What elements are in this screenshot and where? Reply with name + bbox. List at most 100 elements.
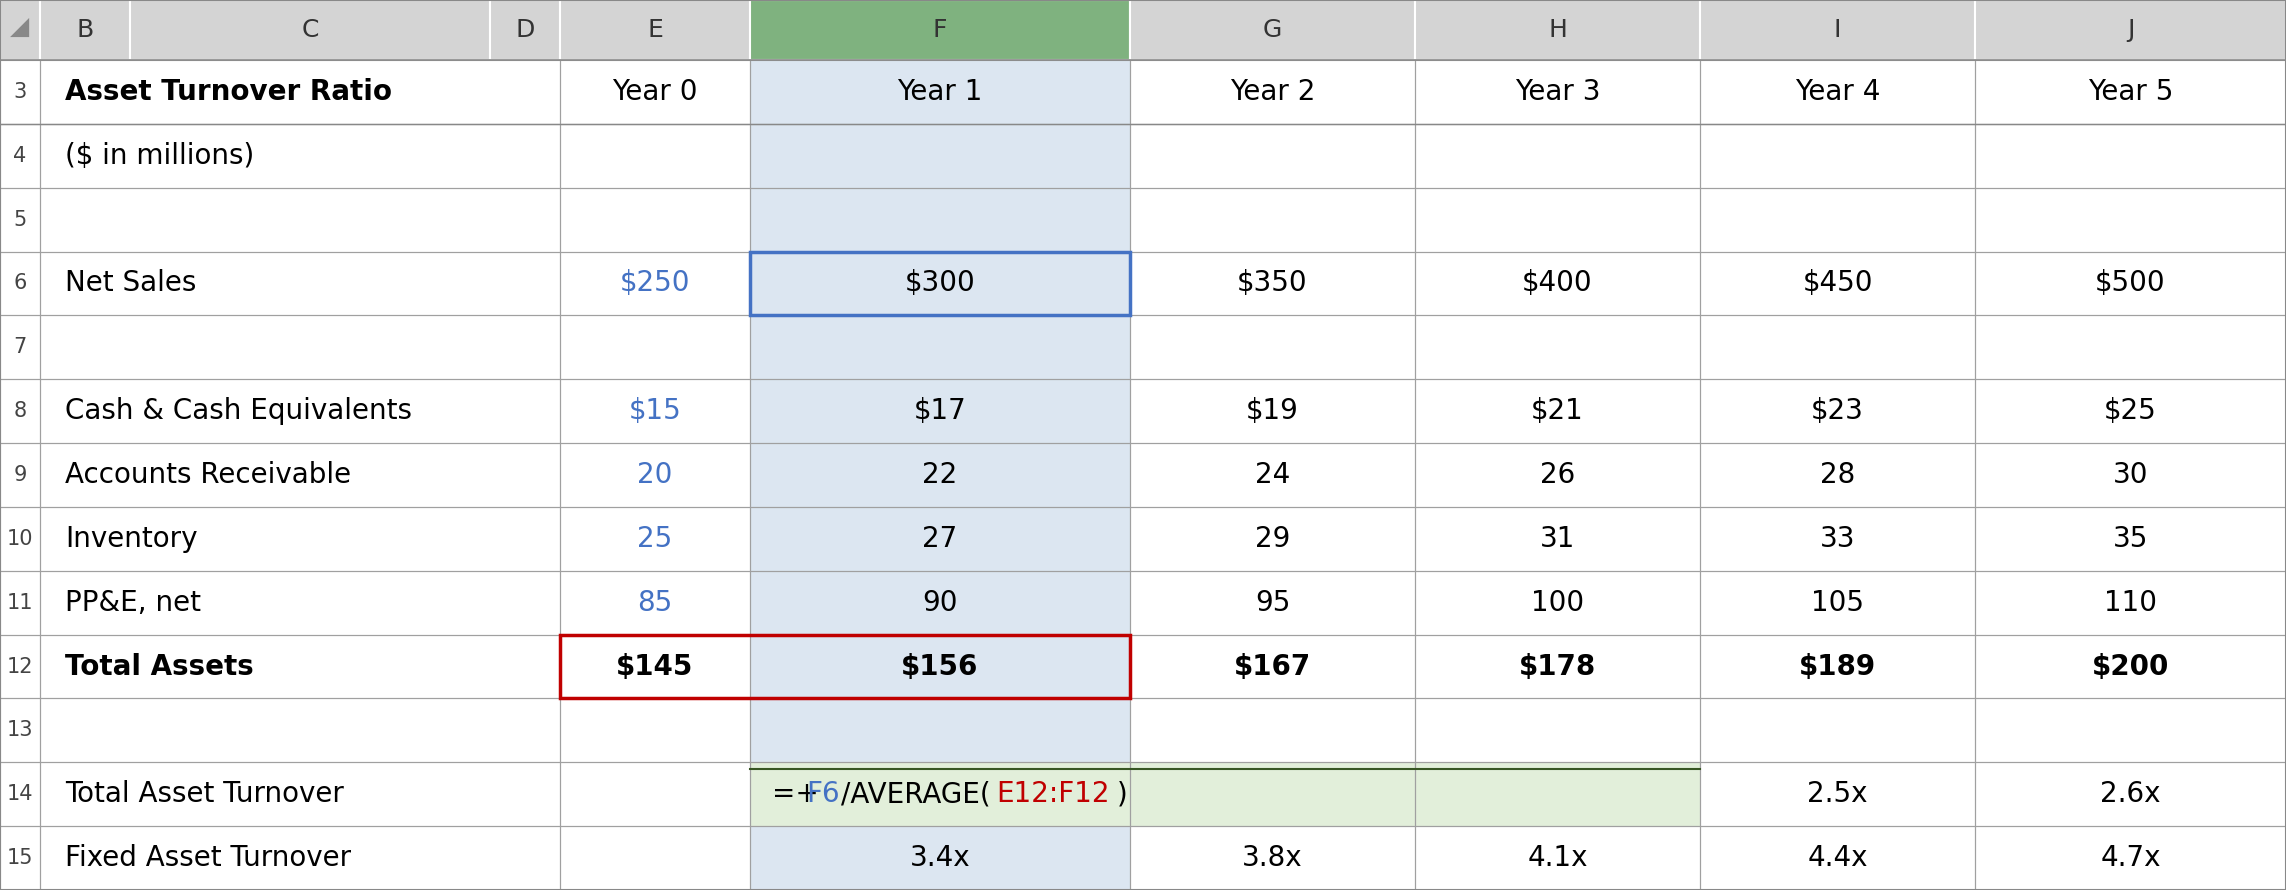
Bar — [1415, 826, 1701, 890]
Text: $15: $15 — [629, 397, 681, 425]
Text: ): ) — [1116, 781, 1127, 808]
Bar — [1415, 188, 1701, 252]
Bar — [750, 443, 1129, 507]
Bar — [1129, 0, 1415, 60]
Bar — [750, 699, 1129, 763]
Text: 6: 6 — [14, 273, 27, 294]
Bar — [39, 124, 560, 188]
Text: 26: 26 — [1541, 461, 1575, 489]
Bar — [1415, 763, 1701, 826]
Bar — [1701, 252, 1975, 315]
Bar — [560, 826, 750, 890]
Text: 20: 20 — [638, 461, 672, 489]
Bar — [560, 443, 750, 507]
Text: $189: $189 — [1799, 652, 1877, 681]
Text: 95: 95 — [1255, 588, 1289, 617]
Text: Year 4: Year 4 — [1795, 78, 1879, 106]
Bar — [0, 826, 39, 890]
Bar — [560, 188, 750, 252]
Text: 4.1x: 4.1x — [1527, 844, 1589, 872]
Text: D: D — [514, 18, 535, 42]
Text: $450: $450 — [1801, 270, 1872, 297]
Bar — [1415, 0, 1701, 60]
Bar — [1701, 124, 1975, 188]
Text: 14: 14 — [7, 784, 34, 805]
Bar — [1129, 315, 1415, 379]
Bar — [39, 60, 560, 124]
Text: $200: $200 — [2092, 652, 2169, 681]
Bar — [1129, 60, 1415, 124]
Text: $19: $19 — [1246, 397, 1298, 425]
Bar — [750, 252, 1129, 315]
Bar — [1129, 443, 1415, 507]
Text: $167: $167 — [1234, 652, 1312, 681]
Text: $156: $156 — [901, 652, 978, 681]
Bar — [750, 252, 1129, 315]
Bar — [39, 826, 560, 890]
Bar — [1975, 188, 2286, 252]
Bar — [1129, 570, 1415, 635]
Text: Fixed Asset Turnover: Fixed Asset Turnover — [64, 844, 352, 872]
Text: $400: $400 — [1522, 270, 1593, 297]
Text: B: B — [75, 18, 94, 42]
Bar — [750, 60, 1129, 124]
Text: 29: 29 — [1255, 525, 1289, 553]
Bar — [750, 315, 1129, 379]
Bar — [0, 124, 39, 188]
Text: /AVERAGE(: /AVERAGE( — [841, 781, 990, 808]
Text: Year 2: Year 2 — [1230, 78, 1314, 106]
Bar — [750, 826, 1129, 890]
Text: =+: =+ — [773, 781, 818, 808]
Bar — [750, 60, 1129, 124]
Text: 5: 5 — [14, 210, 27, 230]
Bar — [1701, 443, 1975, 507]
Text: 10: 10 — [7, 529, 34, 549]
Bar — [1701, 0, 1975, 60]
Bar — [1129, 699, 1415, 763]
Bar — [0, 188, 39, 252]
Bar — [1701, 635, 1975, 699]
Bar — [1415, 315, 1701, 379]
Bar — [1975, 124, 2286, 188]
Bar — [1975, 252, 2286, 315]
Bar — [750, 507, 1129, 570]
Bar — [1701, 379, 1975, 443]
Bar — [750, 763, 1701, 826]
Text: J: J — [2126, 18, 2135, 42]
Bar — [1975, 60, 2286, 124]
Text: F6: F6 — [807, 781, 839, 808]
Text: 30: 30 — [2112, 461, 2149, 489]
Bar — [750, 763, 1129, 826]
Text: Cash & Cash Equivalents: Cash & Cash Equivalents — [64, 397, 411, 425]
Text: $25: $25 — [2103, 397, 2158, 425]
Bar — [1975, 763, 2286, 826]
Text: Total Asset Turnover: Total Asset Turnover — [64, 781, 343, 808]
Bar — [750, 826, 1129, 890]
Text: 9: 9 — [14, 465, 27, 485]
Bar — [1415, 443, 1701, 507]
Text: 13: 13 — [7, 720, 34, 740]
Text: 100: 100 — [1532, 588, 1584, 617]
Bar — [560, 763, 750, 826]
Bar — [1415, 60, 1701, 124]
Bar — [1701, 315, 1975, 379]
Bar — [560, 252, 750, 315]
Bar — [750, 188, 1129, 252]
Bar — [560, 635, 1129, 699]
Text: 11: 11 — [7, 593, 34, 612]
Bar — [1415, 570, 1701, 635]
Bar — [1701, 60, 1975, 124]
Bar — [1129, 635, 1415, 699]
Text: 8: 8 — [14, 401, 27, 421]
Text: 110: 110 — [2103, 588, 2158, 617]
Text: ◢: ◢ — [11, 15, 30, 39]
Text: 85: 85 — [638, 588, 672, 617]
Text: 90: 90 — [921, 588, 958, 617]
Bar — [1129, 124, 1415, 188]
Bar — [0, 570, 39, 635]
Bar — [750, 252, 1129, 315]
Bar — [750, 635, 1129, 699]
Bar — [1415, 507, 1701, 570]
Bar — [0, 443, 39, 507]
Bar — [1975, 635, 2286, 699]
